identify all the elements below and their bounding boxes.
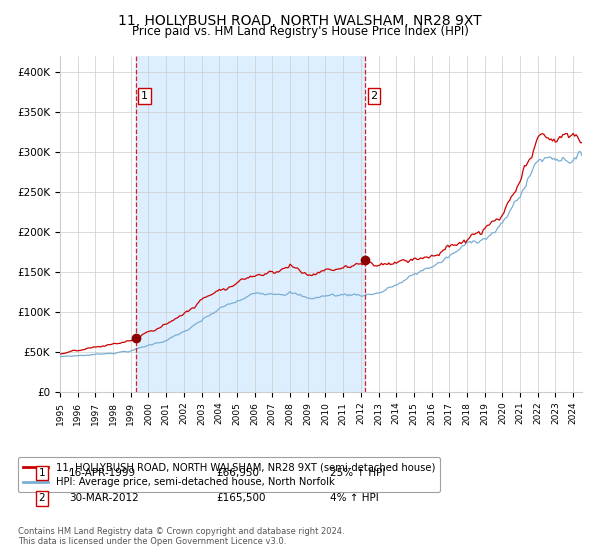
Text: Price paid vs. HM Land Registry's House Price Index (HPI): Price paid vs. HM Land Registry's House … xyxy=(131,25,469,38)
Bar xyxy=(136,56,365,392)
Text: 2: 2 xyxy=(38,493,46,503)
Text: 16-APR-1999: 16-APR-1999 xyxy=(69,468,136,478)
Text: 25% ↑ HPI: 25% ↑ HPI xyxy=(330,468,385,478)
Text: Contains HM Land Registry data © Crown copyright and database right 2024.
This d: Contains HM Land Registry data © Crown c… xyxy=(18,526,344,546)
Text: 1: 1 xyxy=(38,468,46,478)
Text: 11, HOLLYBUSH ROAD, NORTH WALSHAM, NR28 9XT: 11, HOLLYBUSH ROAD, NORTH WALSHAM, NR28 … xyxy=(118,14,482,28)
Text: 1: 1 xyxy=(141,91,148,101)
Text: 30-MAR-2012: 30-MAR-2012 xyxy=(69,493,139,503)
Text: £165,500: £165,500 xyxy=(216,493,265,503)
Text: 4% ↑ HPI: 4% ↑ HPI xyxy=(330,493,379,503)
Text: 2: 2 xyxy=(371,91,377,101)
Legend: 11, HOLLYBUSH ROAD, NORTH WALSHAM, NR28 9XT (semi-detached house), HPI: Average : 11, HOLLYBUSH ROAD, NORTH WALSHAM, NR28 … xyxy=(18,458,440,492)
Text: £66,950: £66,950 xyxy=(216,468,259,478)
